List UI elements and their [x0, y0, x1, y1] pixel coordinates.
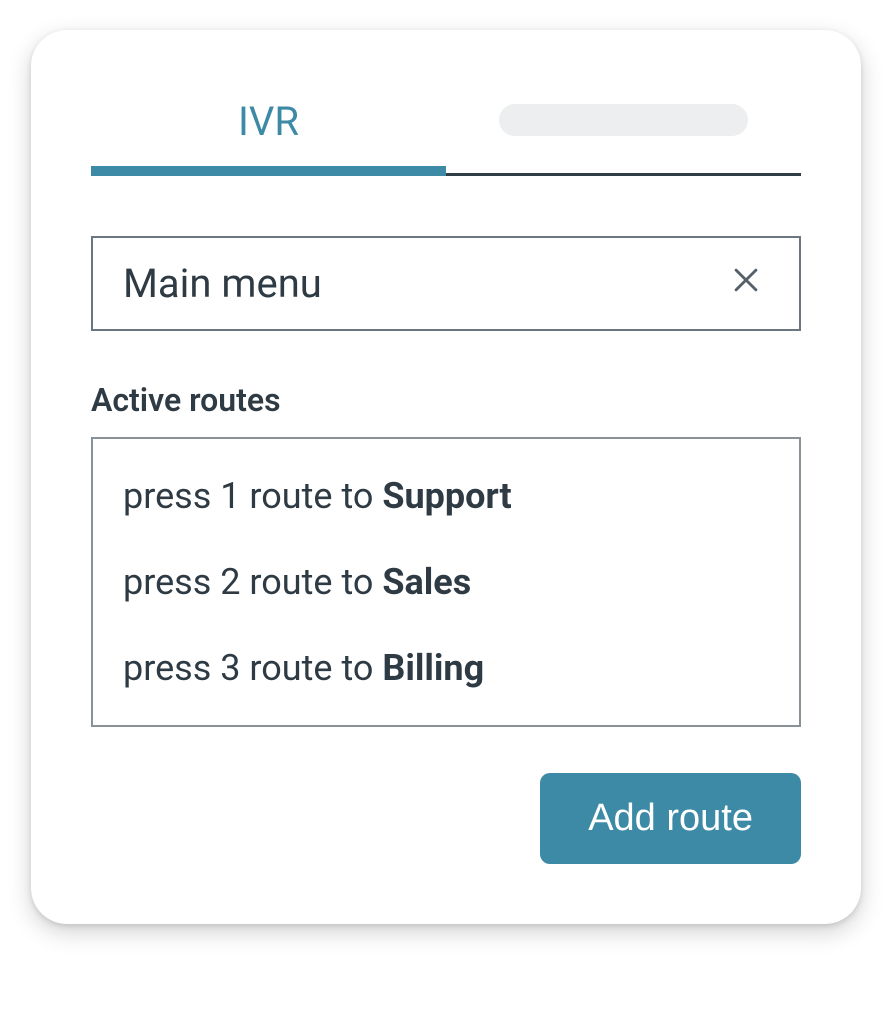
routes-list: press 1 route to Support press 2 route t…	[91, 437, 801, 727]
route-destination: Support	[382, 475, 511, 517]
tab-bar: IVR	[91, 80, 801, 176]
tab-secondary[interactable]	[446, 80, 801, 173]
route-prefix: press 3 route to	[123, 647, 382, 689]
tab-ivr-label: IVR	[238, 98, 299, 145]
route-item[interactable]: press 2 route to Sales	[123, 561, 769, 603]
tab-placeholder-bar	[499, 104, 748, 136]
route-item[interactable]: press 3 route to Billing	[123, 647, 769, 689]
route-prefix: press 2 route to	[123, 561, 382, 603]
button-row: Add route	[91, 773, 801, 864]
route-item[interactable]: press 1 route to Support	[123, 475, 769, 517]
route-prefix: press 1 route to	[123, 475, 382, 517]
menu-name-input[interactable]: Main menu	[91, 236, 801, 331]
ivr-config-card: IVR Main menu Active routes press 1 rout…	[31, 30, 861, 924]
tab-ivr[interactable]: IVR	[91, 80, 446, 173]
route-destination: Billing	[382, 647, 484, 689]
menu-name-value: Main menu	[123, 260, 723, 307]
route-destination: Sales	[382, 561, 471, 603]
active-routes-label: Active routes	[91, 381, 801, 419]
clear-icon[interactable]	[723, 263, 769, 304]
add-route-button[interactable]: Add route	[540, 773, 801, 864]
